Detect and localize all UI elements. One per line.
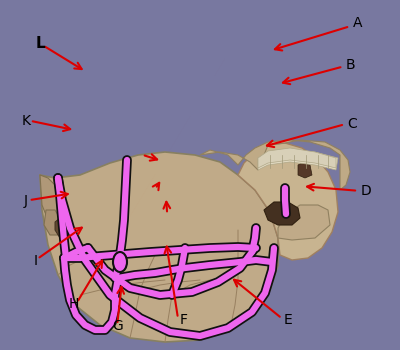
Polygon shape <box>40 175 70 235</box>
Polygon shape <box>278 205 330 240</box>
Polygon shape <box>238 143 338 260</box>
Text: A: A <box>353 16 363 30</box>
Polygon shape <box>298 162 312 178</box>
Polygon shape <box>200 140 350 190</box>
Polygon shape <box>264 202 300 225</box>
Text: D: D <box>361 184 371 198</box>
Text: H: H <box>69 298 79 312</box>
Text: E: E <box>284 313 292 327</box>
Text: L: L <box>35 36 45 51</box>
Text: C: C <box>347 117 357 131</box>
Text: I: I <box>34 254 38 268</box>
Polygon shape <box>258 148 336 168</box>
Text: J: J <box>24 194 28 208</box>
Text: K: K <box>22 114 30 128</box>
Text: G: G <box>113 319 123 333</box>
Polygon shape <box>44 210 62 235</box>
Polygon shape <box>40 152 278 342</box>
Ellipse shape <box>113 252 127 272</box>
Text: F: F <box>180 313 188 327</box>
Polygon shape <box>258 150 338 170</box>
Text: B: B <box>345 58 355 72</box>
Polygon shape <box>55 218 70 238</box>
